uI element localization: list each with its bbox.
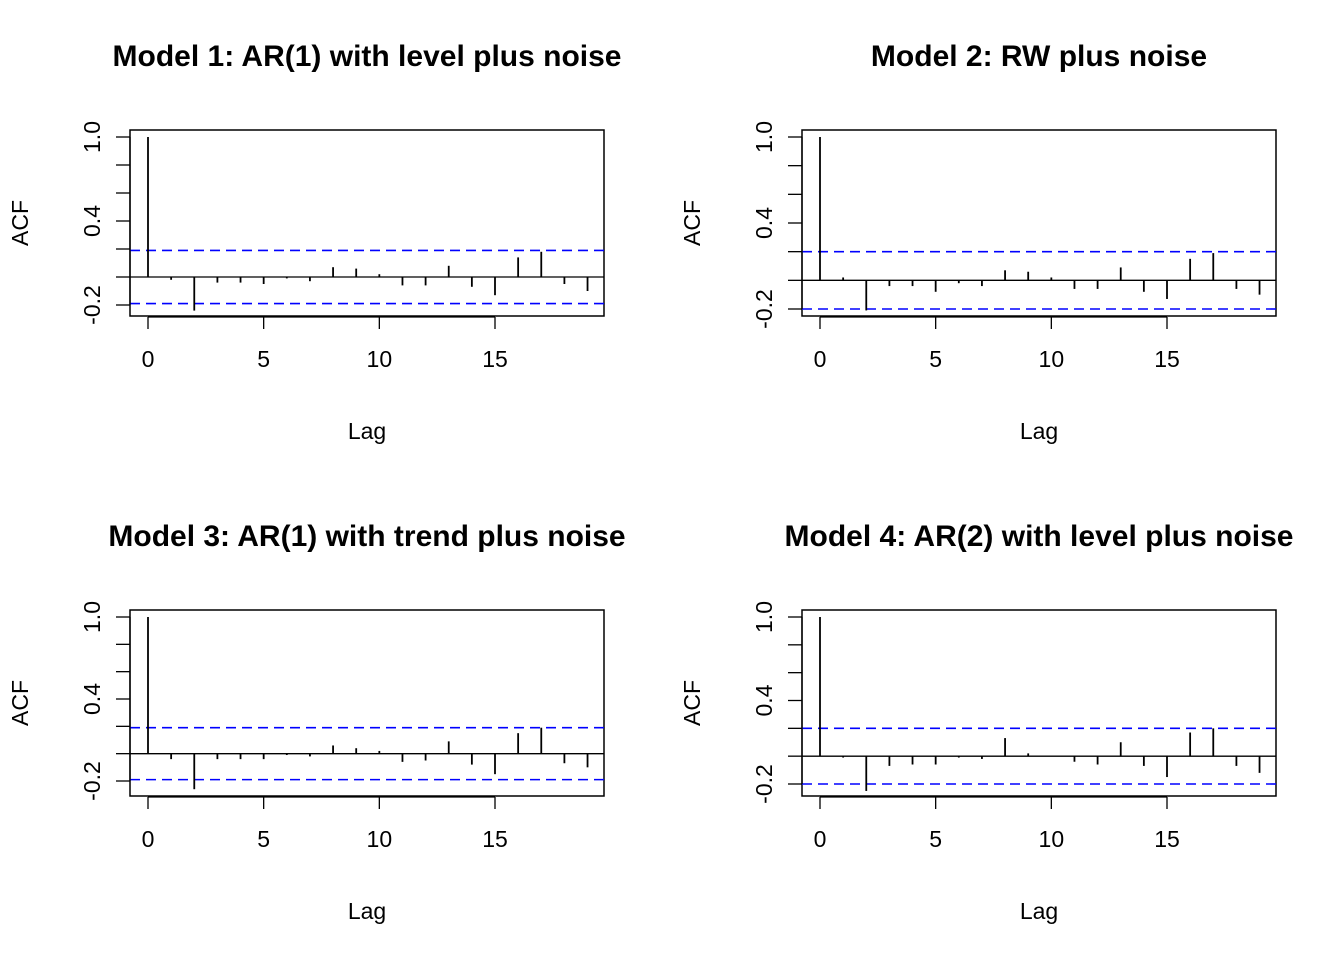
- acf-marks: [802, 617, 1276, 791]
- y-axis-label: ACF: [7, 680, 33, 726]
- x-axis-label: Lag: [1020, 418, 1058, 444]
- acf-panel-model-3: Model 3: AR(1) with trend plus noise 0 5 1…: [7, 520, 626, 924]
- y-tick-label: 0.4: [751, 207, 777, 239]
- panel-title: Model 1: AR(1) with level plus noise: [113, 40, 622, 73]
- axes: 0 5 10 15 -0.2 0.4 1.0: [751, 601, 1180, 852]
- y-tick-label: 1.0: [751, 601, 777, 633]
- y-tick-label: 1.0: [79, 601, 105, 633]
- plot-frame: [801, 609, 1277, 797]
- x-tick-label: 5: [257, 826, 270, 852]
- acf-panel-model-1: Model 1: AR(1) with level plus noise 0 5 1…: [7, 40, 621, 444]
- y-tick-label: 0.4: [79, 205, 105, 237]
- axes: 0 5 10 15 -0.2 0.4 1.0: [751, 121, 1180, 372]
- y-axis-label: ACF: [679, 200, 705, 246]
- x-tick-label: 10: [1039, 826, 1065, 852]
- x-axis-label: Lag: [348, 418, 386, 444]
- panel-title: Model 3: AR(1) with trend plus noise: [108, 520, 625, 553]
- y-tick-label: -0.2: [79, 761, 105, 801]
- x-tick-label: 5: [257, 346, 270, 372]
- acf-panel-model-2: Model 2: RW plus noise 0 5 10 15-0.20.41.0 …: [679, 40, 1277, 444]
- axes: 0 5 10 15 -0.2 0.4 1.0: [79, 601, 508, 852]
- y-tick-label: 1.0: [79, 121, 105, 153]
- x-tick-label: 10: [367, 346, 393, 372]
- panel-title: Model 2: RW plus noise: [871, 40, 1207, 73]
- x-tick-label: 0: [142, 346, 155, 372]
- x-axis-label: Lag: [348, 898, 386, 924]
- y-axis-label: ACF: [679, 680, 705, 726]
- y-tick-label: -0.2: [751, 289, 777, 329]
- axes: 0 5 10 15 -0.2 0.4 1.0: [79, 121, 508, 372]
- x-tick-label: 15: [482, 826, 508, 852]
- y-axis-label: ACF: [7, 200, 33, 246]
- panel-title: Model 4: AR(2) with level plus noise: [785, 520, 1294, 553]
- x-axis-label: Lag: [1020, 898, 1058, 924]
- y-tick-label: 1.0: [751, 121, 777, 153]
- y-tick-label: 0.4: [79, 683, 105, 715]
- x-tick-label: 5: [929, 346, 942, 372]
- x-tick-label: 10: [1039, 346, 1065, 372]
- x-tick-label: 0: [814, 826, 827, 852]
- acf-panel-model-4: Model 4: AR(2) with level plus noise 0 5 1…: [679, 520, 1293, 924]
- acf-marks: [130, 617, 604, 790]
- x-tick-label: 15: [1154, 826, 1180, 852]
- x-tick-label: 0: [142, 826, 155, 852]
- plot-frame: [129, 129, 605, 317]
- y-tick-label: -0.2: [79, 285, 105, 325]
- x-tick-label: 10: [367, 826, 393, 852]
- x-tick-label: 5: [929, 826, 942, 852]
- x-tick-label: 15: [482, 346, 508, 372]
- x-tick-label: 0: [814, 346, 827, 372]
- plot-frame: [129, 609, 605, 797]
- y-tick-label: 0.4: [751, 684, 777, 716]
- acf-marks: [130, 137, 604, 311]
- acf-marks: [802, 137, 1276, 311]
- y-tick-label: -0.2: [751, 764, 777, 804]
- plot-frame: [801, 129, 1277, 317]
- x-tick-label: 15: [1154, 346, 1180, 372]
